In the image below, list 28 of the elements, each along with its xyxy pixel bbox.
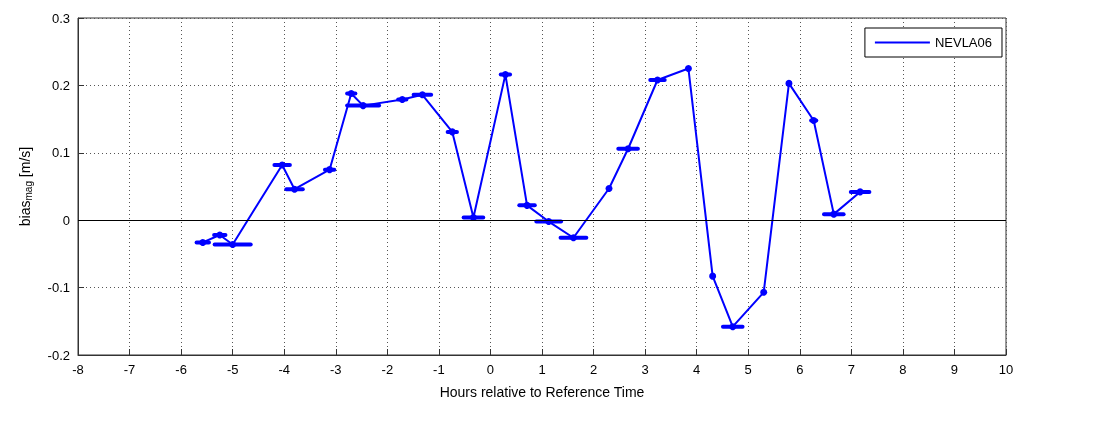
- x-tick-label: 10: [998, 362, 1014, 377]
- x-tick-label: -2: [381, 362, 394, 377]
- x-tick-label: 9: [950, 362, 959, 377]
- x-tick-label: 6: [796, 362, 804, 377]
- x-tick-label: -7: [123, 362, 136, 377]
- x-tick-label: -5: [226, 362, 239, 377]
- x-tick-label: -1: [433, 362, 445, 377]
- x-tick-label: 0: [486, 362, 495, 377]
- x-tick-label: 7: [847, 362, 855, 377]
- x-tick-label: 4: [693, 362, 701, 377]
- x-axis-title: Hours relative to Reference Time: [439, 384, 645, 400]
- x-tick-label: 5: [744, 362, 752, 377]
- x-tick-label: -8: [72, 362, 84, 377]
- y-tick-label: -0.1: [47, 280, 70, 296]
- x-tick-label: 2: [589, 362, 598, 377]
- y-tick-label: 0.1: [51, 145, 70, 161]
- x-tick-label: -3: [330, 362, 342, 377]
- y-axis-title: biasmag [m/s]: [17, 146, 34, 227]
- x-tick-label: -4: [278, 362, 290, 377]
- y-tick-label: 0: [62, 212, 70, 228]
- x-tick-label: 3: [641, 362, 649, 377]
- y-tick-label: 0.3: [51, 10, 70, 26]
- legend-label: NEVLA06: [934, 35, 992, 50]
- y-tick-label: -0.2: [47, 347, 70, 363]
- x-tick-label: 8: [899, 362, 907, 377]
- x-tick-label: 1: [538, 362, 546, 377]
- y-tick-label: 0.2: [51, 77, 70, 93]
- x-tick-label: -6: [175, 362, 187, 377]
